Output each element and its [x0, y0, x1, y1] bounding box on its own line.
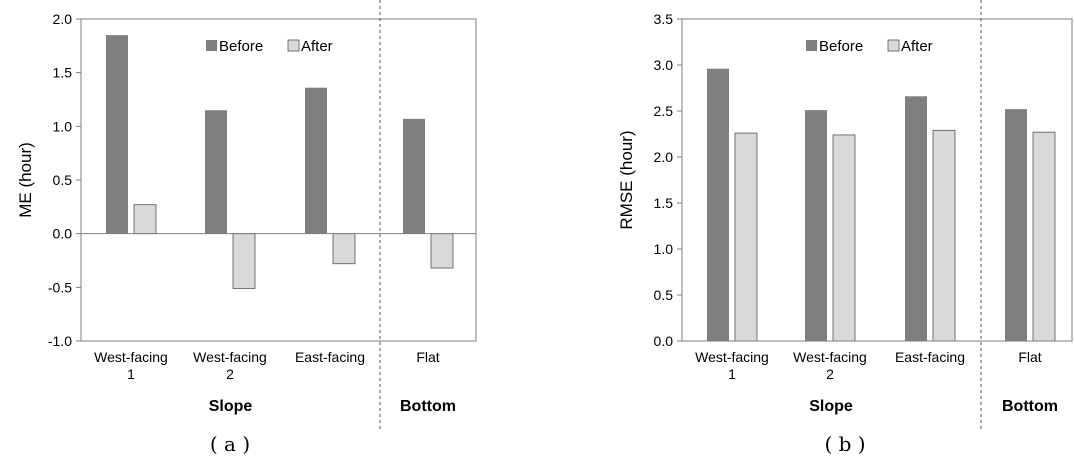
- chart-a-category-label: West-facing: [94, 349, 168, 365]
- chart-a-legend-label: Before: [219, 38, 263, 55]
- chart-b-legend-swatch-before: [806, 40, 817, 51]
- chart-b-legend-swatch-after: [887, 39, 900, 52]
- chart-a-bar-after: [133, 204, 157, 235]
- chart-a-ytick-label: 2.0: [53, 11, 73, 27]
- chart-a-category-label: Flat: [416, 349, 439, 365]
- chart-b-category-label: West-facing: [695, 349, 769, 365]
- chart-b-group-label: Bottom: [1002, 398, 1058, 415]
- chart-b-category-label: 1: [728, 366, 736, 382]
- chart-a-ytick-label: 1.0: [53, 118, 73, 134]
- chart-a-legend-swatch-after: [287, 39, 300, 52]
- chart-b-category-label: East-facing: [895, 349, 965, 365]
- chart-a-panel-label: ( a ): [210, 432, 250, 456]
- chart-b-group-label: Slope: [809, 398, 853, 415]
- chart-b-category-label: 2: [826, 366, 834, 382]
- chart-b-panel-label: ( b ): [824, 432, 865, 456]
- chart-a-bar-after: [332, 233, 356, 265]
- chart-a-category-label: East-facing: [295, 349, 365, 365]
- chart-b-legend-label: After: [901, 38, 933, 55]
- chart-b-ytick-label: 3.0: [654, 57, 674, 73]
- chart-a-group-label: Bottom: [400, 398, 456, 415]
- chart-b-ytick-label: 3.5: [654, 11, 674, 27]
- chart-b-bar-before: [905, 96, 927, 341]
- chart-a-group-label: Slope: [209, 398, 253, 415]
- chart-a-ytick-label: 0.5: [53, 172, 73, 188]
- chart-a-ytick-label: -0.5: [48, 279, 72, 295]
- chart-a-category-label: West-facing: [193, 349, 267, 365]
- chart-b-ytick-label: 2.0: [654, 149, 674, 165]
- chart-a-bar-after: [430, 233, 454, 269]
- chart-a-bar-before: [305, 87, 327, 234]
- chart-b-ytick-label: 0.5: [654, 287, 674, 303]
- chart-b-bar-after: [1032, 131, 1056, 342]
- chart-a-bar-before: [106, 35, 128, 234]
- chart-a-ytick-label: 1.5: [53, 65, 73, 81]
- chart-a-bar-before: [205, 110, 227, 234]
- chart-a-category-label: 2: [226, 366, 234, 382]
- chart-b-y-axis-label: RMSE (hour): [617, 130, 636, 229]
- chart-a-bar-after: [232, 233, 256, 289]
- chart-a-legend-swatch-before: [206, 40, 217, 51]
- chart-a-y-axis-label: ME (hour): [16, 142, 35, 218]
- chart-b-ytick-label: 2.5: [654, 103, 674, 119]
- chart-b-bar-before: [707, 68, 729, 342]
- chart-b-legend-label: Before: [819, 38, 863, 55]
- chart-b-category-label: West-facing: [793, 349, 867, 365]
- chart-a-legend-label: After: [301, 38, 333, 55]
- chart-b-category-label: Flat: [1018, 349, 1041, 365]
- chart-a-category-label: 1: [127, 366, 135, 382]
- chart-a-ytick-label: -1.0: [48, 333, 72, 349]
- chart-a-ytick-label: 0.0: [53, 226, 73, 242]
- chart-a-bar-before: [403, 118, 425, 234]
- chart-b-bar-after: [932, 129, 956, 342]
- chart-b-bar-after: [832, 134, 856, 342]
- chart-b-bar-before: [805, 110, 827, 341]
- chart-b-ytick-label: 1.0: [654, 241, 674, 257]
- chart-b-ytick-label: 1.5: [654, 195, 674, 211]
- chart-b-bar-after: [734, 132, 758, 342]
- chart-b-ytick-label: 0.0: [654, 333, 674, 349]
- chart-b-bar-before: [1005, 109, 1027, 341]
